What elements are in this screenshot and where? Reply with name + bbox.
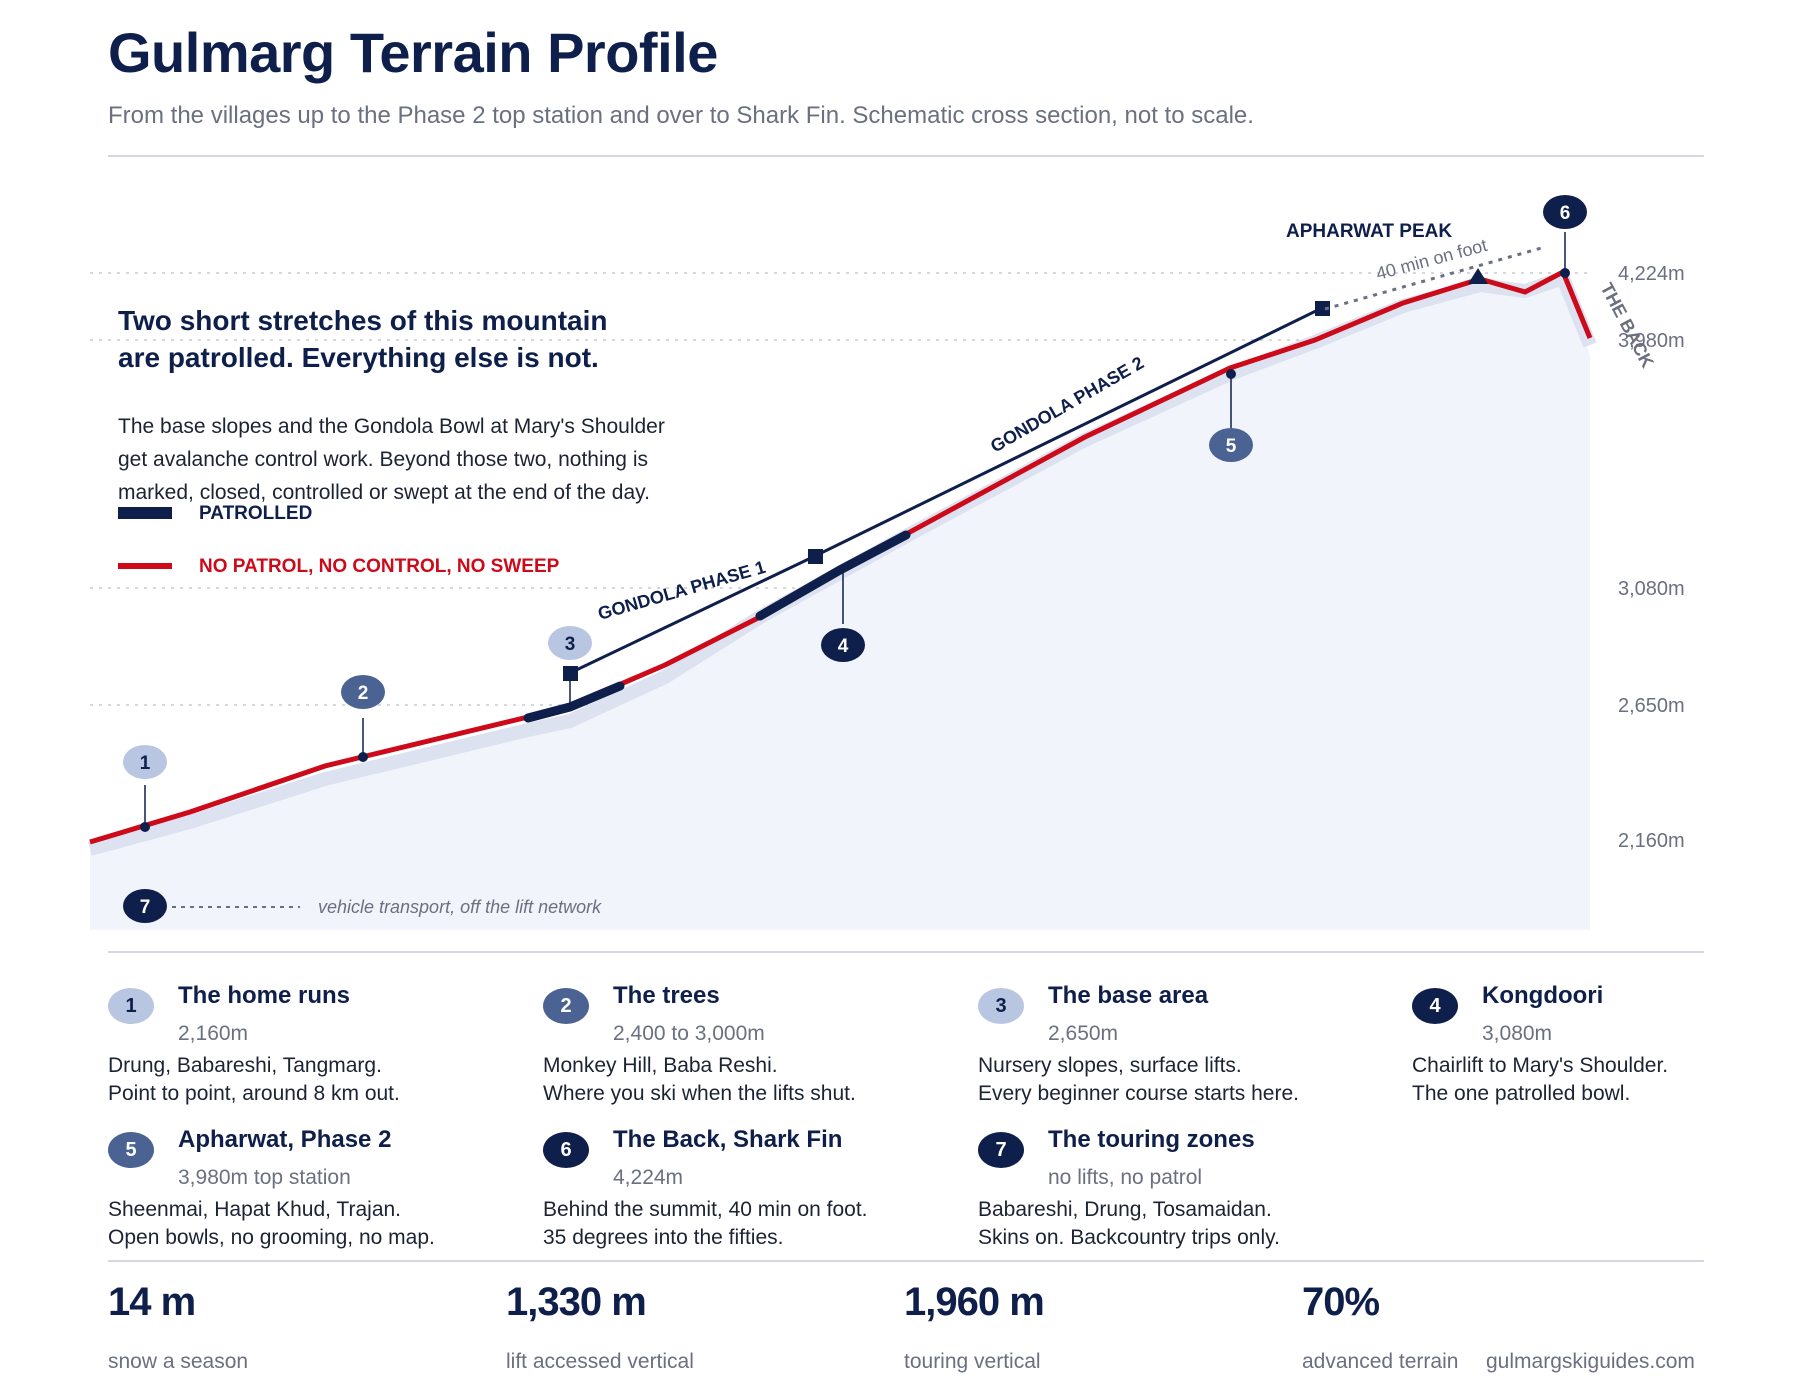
zone-description: Babareshi, Drung, Tosamaidan. Skins on. B… bbox=[978, 1198, 1280, 1249]
zone-title: The trees bbox=[613, 982, 720, 1009]
the-back-label: THE BACK bbox=[1596, 279, 1657, 371]
zone-elevation: 4,224m bbox=[613, 1166, 684, 1189]
unpatrolled-ridge-line bbox=[89, 269, 1593, 845]
zone-title: The touring zones bbox=[1048, 1126, 1255, 1153]
elevation-label-4224: 4,224m bbox=[1618, 263, 1685, 285]
zone-elevation: 2,400 to 3,000m bbox=[613, 1022, 765, 1045]
gondola-phase-2-cable bbox=[814, 306, 1323, 558]
stat-value: 70% bbox=[1302, 1280, 1380, 1324]
gondola-phase-1-cable bbox=[569, 554, 816, 675]
callout-body-line-1: The base slopes and the Gondola Bowl at … bbox=[118, 415, 665, 438]
svg-text:3: 3 bbox=[565, 634, 576, 655]
patrolled-stretch-bowl bbox=[755, 530, 911, 621]
on-foot-label: 40 min on foot bbox=[1374, 235, 1489, 284]
zone-elevation: 2,160m bbox=[178, 1022, 249, 1045]
terrain-profile-diagram: 1 2 3 4 5 6 7 vehicle transport, off the… bbox=[88, 195, 1685, 930]
marker-1: 1 bbox=[123, 745, 167, 779]
vehicle-transport-label: vehicle transport, off the lift network bbox=[318, 897, 602, 917]
page-title: Gulmarg Terrain Profile bbox=[108, 21, 718, 84]
marker-4: 4 bbox=[821, 628, 865, 662]
callout-body-line-2: get avalanche control work. Beyond those… bbox=[118, 448, 648, 471]
gondola-mid-station bbox=[808, 549, 823, 564]
zone-badge: 6 bbox=[543, 1132, 589, 1168]
marker-5: 5 bbox=[1209, 428, 1253, 462]
apharwat-peak-label: APHARWAT PEAK bbox=[1286, 221, 1452, 242]
zone-elevation: no lifts, no patrol bbox=[1048, 1166, 1203, 1189]
marker-2: 2 bbox=[341, 675, 385, 709]
zone-badge: 7 bbox=[978, 1132, 1024, 1168]
svg-text:2: 2 bbox=[358, 683, 369, 704]
marker-3: 3 bbox=[548, 626, 592, 660]
zone-description: Monkey Hill, Baba Reshi. Where you ski wh… bbox=[543, 1054, 856, 1105]
marker-6: 6 bbox=[1543, 195, 1587, 229]
marker-7: 7 bbox=[123, 889, 167, 923]
zone-elevation: 3,080m bbox=[1482, 1022, 1553, 1045]
zone-description: Drung, Babareshi, Tangmarg. Point to poin… bbox=[108, 1054, 400, 1105]
stat-label: lift accessed vertical bbox=[506, 1350, 694, 1373]
stat-value: 14 m bbox=[108, 1280, 196, 1324]
zone-description: Nursery slopes, surface lifts. Every begi… bbox=[978, 1054, 1299, 1105]
stat-label: snow a season bbox=[108, 1350, 249, 1373]
elevation-label-2160: 2,160m bbox=[1618, 830, 1685, 852]
svg-text:7: 7 bbox=[140, 897, 151, 918]
zone-elevation: 3,980m top station bbox=[178, 1166, 351, 1189]
zone-badge: 5 bbox=[108, 1132, 154, 1168]
stat-value: 1,330 m bbox=[506, 1280, 647, 1324]
zone-title: The Back, Shark Fin bbox=[613, 1126, 843, 1153]
bottom-divider bbox=[108, 1260, 1704, 1262]
elevation-label-3980: 3,980m bbox=[1618, 330, 1685, 352]
zone-description: Sheenmai, Hapat Khud, Trajan. Open bowls,… bbox=[108, 1198, 435, 1249]
zone-badge: 3 bbox=[978, 988, 1024, 1024]
page-subtitle: From the villages up to the Phase 2 top … bbox=[108, 102, 1254, 129]
stat-label: advanced terrain bbox=[1302, 1350, 1459, 1373]
gondola-top-station bbox=[1315, 301, 1330, 316]
stat-value: 1,960 m bbox=[904, 1280, 1045, 1324]
middle-divider bbox=[108, 951, 1704, 953]
gondola-base-station bbox=[563, 666, 578, 681]
on-foot-path bbox=[1324, 245, 1546, 311]
legend-unpatrolled-swatch bbox=[118, 563, 172, 569]
zone-title: Apharwat, Phase 2 bbox=[178, 1126, 392, 1153]
patrolled-stretch-base bbox=[523, 681, 625, 723]
legend-patrolled-swatch bbox=[118, 507, 172, 519]
svg-text:5: 5 bbox=[1226, 436, 1237, 457]
callout-headline-line-2: are patrolled. Everything else is not. bbox=[118, 342, 599, 373]
svg-text:1: 1 bbox=[140, 753, 151, 774]
legend-patrolled-label: PATROLLED bbox=[199, 503, 312, 524]
callout-body-line-3: marked, closed, controlled or swept at t… bbox=[118, 481, 650, 504]
zone-elevation: 2,650m bbox=[1048, 1022, 1119, 1045]
top-divider bbox=[108, 155, 1704, 157]
zone-badge: 1 bbox=[108, 988, 154, 1024]
callout-headline-line-1: Two short stretches of this mountain bbox=[118, 305, 608, 336]
zone-badge: 2 bbox=[543, 988, 589, 1024]
svg-text:6: 6 bbox=[1560, 203, 1571, 224]
zone-description: Chairlift to Mary's Shoulder. The one pat… bbox=[1412, 1054, 1669, 1105]
zone-title: Kongdoori bbox=[1482, 982, 1604, 1009]
website-link[interactable]: gulmargskiguides.com bbox=[1486, 1350, 1695, 1373]
zone-title: The base area bbox=[1048, 982, 1209, 1009]
elevation-label-2650: 2,650m bbox=[1618, 695, 1685, 717]
peak-triangle bbox=[1468, 268, 1488, 284]
svg-text:4: 4 bbox=[838, 636, 849, 657]
zone-title: The home runs bbox=[178, 982, 351, 1009]
terrain-fill bbox=[90, 275, 1590, 930]
stat-label: touring vertical bbox=[904, 1350, 1041, 1373]
zone-description: Behind the summit, 40 min on foot. 35 deg… bbox=[543, 1198, 868, 1249]
legend-unpatrolled-label: NO PATROL, NO CONTROL, NO SWEEP bbox=[199, 556, 560, 577]
zone-badge: 4 bbox=[1412, 988, 1458, 1024]
elevation-label-3080: 3,080m bbox=[1618, 578, 1685, 600]
